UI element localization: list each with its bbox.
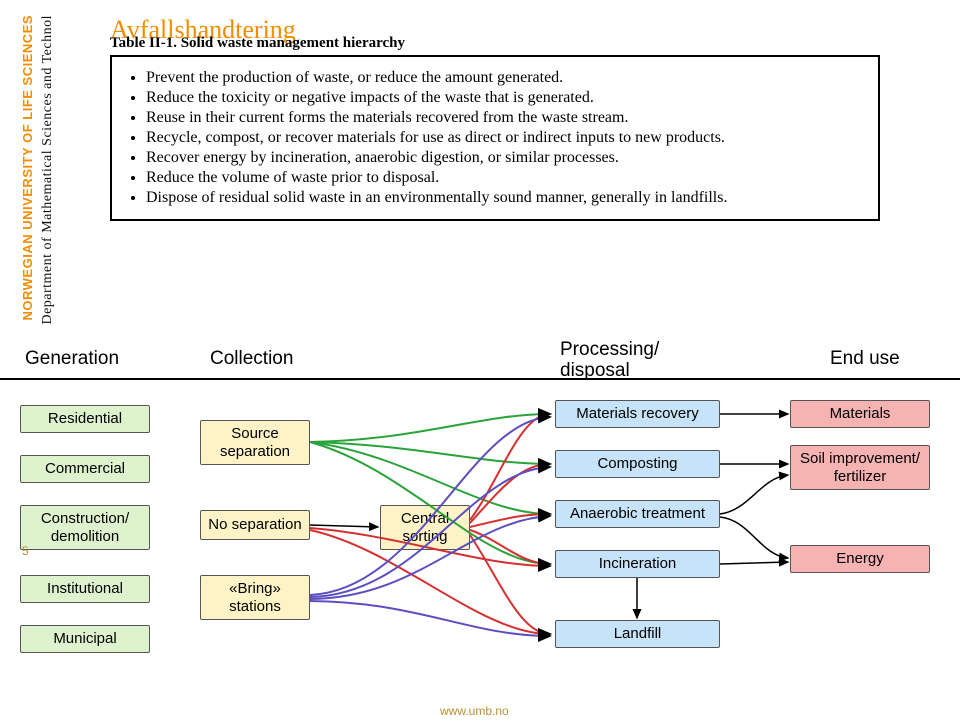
box-municipal: Municipal bbox=[20, 625, 150, 653]
university-label: NORWEGIAN UNIVERSITY OF LIFE SCIENCES bbox=[20, 15, 35, 321]
box-residential: Residential bbox=[20, 405, 150, 433]
table-row: Reuse in their current forms the materia… bbox=[146, 109, 864, 127]
header-collection: Collection bbox=[210, 348, 293, 370]
box-construction: Construction/ demolition bbox=[20, 505, 150, 550]
header-processing: Processing/ disposal bbox=[560, 340, 680, 382]
box-incineration: Incineration bbox=[555, 550, 720, 578]
table-row: Recycle, compost, or recover materials f… bbox=[146, 129, 864, 147]
box-energy: Energy bbox=[790, 545, 930, 573]
footer-url: www.umb.no bbox=[440, 704, 509, 718]
box-anaerobic: Anaerobic treatment bbox=[555, 500, 720, 528]
box-central-sorting: Central sorting bbox=[380, 505, 470, 550]
table-caption: Table II-1. Solid waste management hiera… bbox=[110, 35, 405, 52]
table-row: Reduce the toxicity or negative impacts … bbox=[146, 89, 864, 107]
box-materials: Materials bbox=[790, 400, 930, 428]
header-enduse: End use bbox=[830, 348, 900, 370]
box-source-separation: Source separation bbox=[200, 420, 310, 465]
table-row: Reduce the volume of waste prior to disp… bbox=[146, 169, 864, 187]
hierarchy-table: Prevent the production of waste, or redu… bbox=[110, 55, 880, 221]
table-row: Dispose of residual solid waste in an en… bbox=[146, 189, 864, 207]
box-institutional: Institutional bbox=[20, 575, 150, 603]
flow-diagram: Residential Commercial Construction/ dem… bbox=[0, 380, 960, 720]
box-materials-recovery: Materials recovery bbox=[555, 400, 720, 428]
table-row: Recover energy by incineration, anaerobi… bbox=[146, 149, 864, 167]
box-bring-stations: «Bring» stations bbox=[200, 575, 310, 620]
box-no-separation: No separation bbox=[200, 510, 310, 540]
page-number: 5 bbox=[22, 544, 29, 558]
box-commercial: Commercial bbox=[20, 455, 150, 483]
department-label: Department of Mathematical Sciences and … bbox=[40, 15, 56, 325]
box-landfill: Landfill bbox=[555, 620, 720, 648]
table-row: Prevent the production of waste, or redu… bbox=[146, 69, 864, 87]
box-soil: Soil improvement/ fertilizer bbox=[790, 445, 930, 490]
header-generation: Generation bbox=[25, 348, 119, 370]
column-headers: Generation Collection Processing/ dispos… bbox=[0, 340, 960, 380]
box-composting: Composting bbox=[555, 450, 720, 478]
